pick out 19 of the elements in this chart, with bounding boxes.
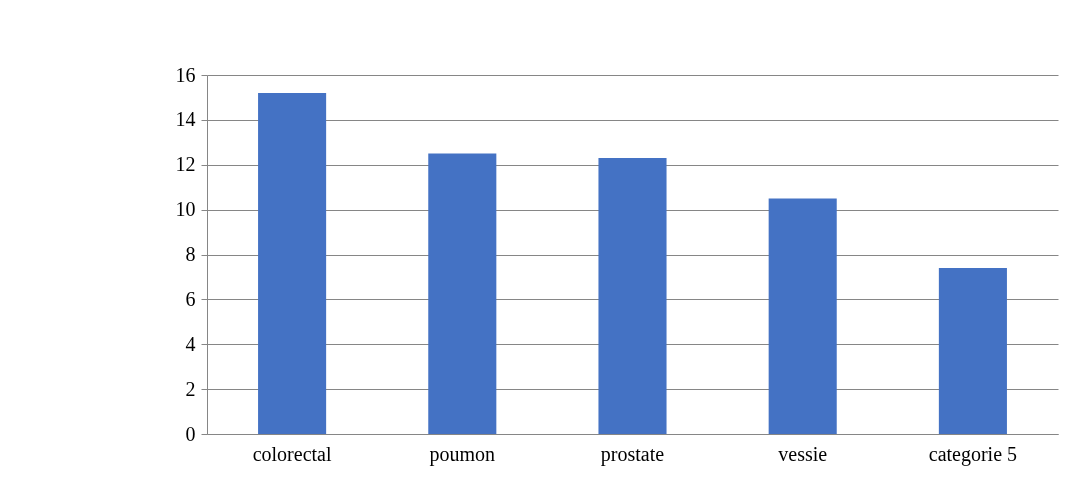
bar (768, 198, 837, 434)
bar (598, 158, 667, 434)
y-tick-label: 0 (185, 422, 196, 445)
x-tick-label: prostate (600, 442, 665, 466)
bar (258, 92, 327, 434)
y-tick-label: 10 (175, 198, 196, 221)
x-tick-label: vessie (778, 442, 828, 465)
y-tick-label: 4 (185, 332, 196, 355)
y-tick-label: 14 (175, 108, 196, 131)
bar (428, 153, 497, 434)
y-tick-label: 16 (175, 63, 196, 86)
y-tick-label: 2 (185, 377, 196, 400)
y-tick-label: 12 (175, 153, 196, 176)
y-tick-label: 6 (185, 287, 196, 310)
bar (938, 267, 1007, 434)
y-tick-label: 8 (185, 243, 196, 265)
x-tick-label: poumon (429, 442, 496, 466)
x-tick-label: colorectal (252, 442, 332, 465)
x-tick-label: categorie 5 (928, 442, 1018, 466)
